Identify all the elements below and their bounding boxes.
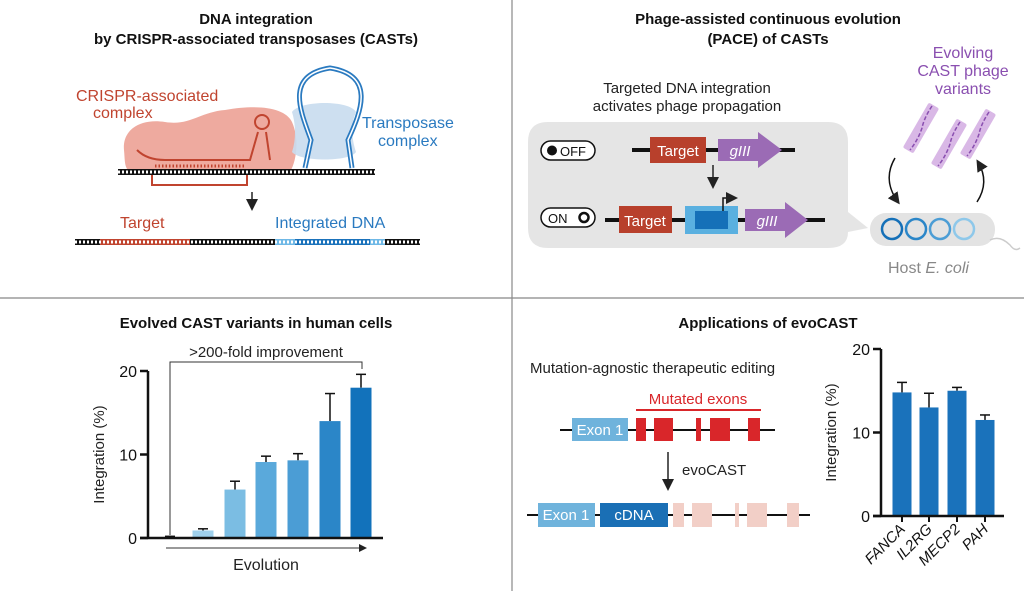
evolution-bar-chart: 0 10 20 Integration (%) [91, 364, 383, 548]
guide-rna [136, 131, 259, 161]
crispr-label: CRISPR-associated [76, 88, 218, 105]
bar [350, 387, 372, 538]
evocast-label: evoCAST [682, 462, 746, 479]
target-bracket [151, 175, 248, 186]
exon1-box [538, 503, 595, 527]
fold-improvement-label: >200-fold improvement [189, 344, 344, 361]
cdna-box [600, 503, 668, 527]
svg-text:Exon 1: Exon 1 [543, 507, 590, 524]
mutated-exons-label: Mutated exons [649, 391, 747, 408]
host-cell [870, 213, 995, 246]
panel-cast-integration: DNA integration by CRISPR-associated tra… [75, 11, 454, 245]
bar [947, 390, 967, 516]
phage-label: Evolving [933, 45, 993, 62]
bar [255, 462, 277, 538]
off-label: OFF [560, 144, 586, 159]
host-label: Host E. coli [888, 260, 969, 277]
bar [192, 530, 214, 538]
panel-title-line2: (PACE) of CASTs [707, 31, 828, 48]
mutated-exon-boxes [636, 418, 760, 441]
y-tick-label: 10 [852, 426, 870, 443]
panel-title-line2: by CRISPR-associated transposases (CASTs… [94, 31, 418, 48]
bypassed-exon-boxes [673, 503, 799, 527]
panel-title-line1: Phage-assisted continuous evolution [635, 11, 901, 28]
phage-particles [903, 103, 996, 169]
plasmid [904, 217, 928, 241]
giii-gene-arrow [718, 132, 782, 168]
transposase-label: Transposase [362, 115, 454, 132]
editing-subtitle: Mutation-agnostic therapeutic editing [530, 360, 775, 377]
y-tick-label: 20 [119, 364, 137, 381]
infection-arrow [887, 157, 900, 205]
panel-title: Applications of evoCAST [678, 315, 857, 332]
bar [919, 407, 939, 516]
on-label: ON [548, 211, 568, 226]
off-switch [540, 140, 596, 161]
pace-subtitle-2: activates phage propagation [593, 98, 781, 115]
panel-title-line1: DNA integration [199, 11, 313, 28]
transposase-label-2: complex [378, 133, 438, 150]
svg-text:Target: Target [657, 143, 700, 160]
phage-label-2: CAST phage [917, 63, 1008, 80]
panel-pace: Phage-assisted continuous evolution (PAC… [528, 11, 1021, 277]
y-axis-label: Integration (%) [823, 383, 840, 481]
svg-text:gIII: gIII [730, 143, 751, 160]
plasmid [880, 217, 904, 241]
bar [975, 419, 995, 516]
x-tick-label: PAH [959, 521, 992, 554]
svg-text:Exon 1: Exon 1 [577, 422, 624, 439]
svg-text:gIII: gIII [757, 213, 778, 230]
svg-text:cDNA: cDNA [614, 507, 653, 524]
crispr-label-2: complex [93, 105, 153, 122]
giii-gene-arrow [745, 202, 808, 238]
plasmid [928, 217, 952, 241]
y-axis-label: Integration (%) [91, 405, 108, 503]
target-box [650, 137, 706, 163]
panel-title: Evolved CAST variants in human cells [120, 315, 393, 332]
rna-hairpin [254, 114, 270, 130]
y-tick-label: 0 [861, 509, 870, 526]
y-tick-label: 0 [128, 531, 137, 548]
panel-evolved-variants: Evolved CAST variants in human cells 0 10… [91, 315, 392, 574]
bar [319, 421, 341, 538]
promoter-arrow [722, 192, 738, 211]
exon1-box [572, 418, 628, 441]
evolution-label: Evolution [233, 557, 299, 574]
target-label: Target [120, 215, 165, 232]
svg-text:Target: Target [624, 213, 667, 230]
pace-subtitle: Targeted DNA integration [603, 80, 771, 97]
y-tick-label: 10 [119, 448, 137, 465]
flagellum [989, 237, 1021, 251]
integrated-dna-label: Integrated DNA [275, 215, 386, 232]
target-box [619, 206, 672, 233]
bar [892, 392, 912, 516]
plasmid [952, 217, 976, 241]
propagation-arrow [976, 159, 988, 203]
y-tick-label: 20 [852, 342, 870, 359]
crispr-complex-shape [123, 107, 297, 172]
panel-applications: Applications of evoCAST Mutation-agnosti… [527, 315, 1004, 569]
phage-label-3: variants [935, 81, 991, 98]
bar [224, 489, 246, 538]
bar [287, 460, 309, 538]
fold-bracket [169, 361, 363, 535]
